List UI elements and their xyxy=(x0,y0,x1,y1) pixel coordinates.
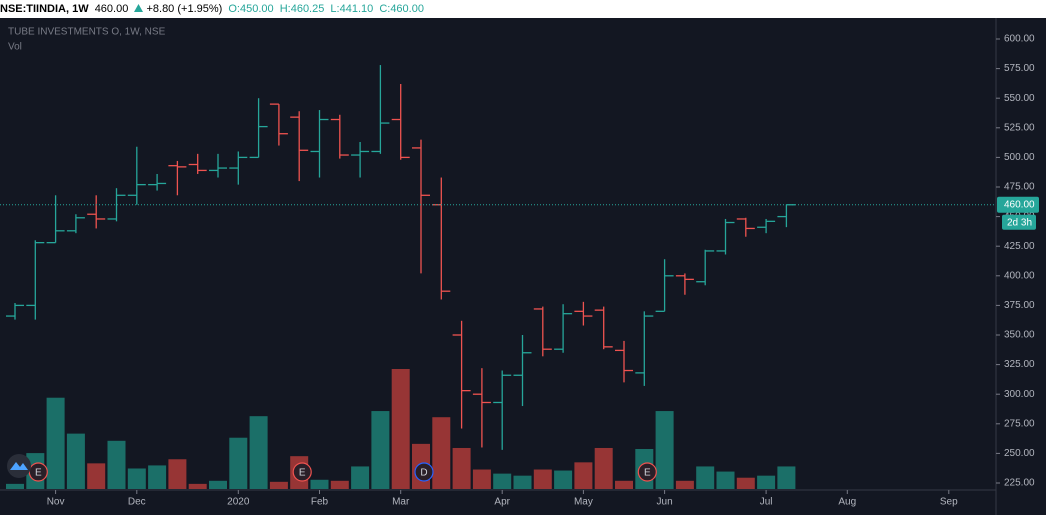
up-icon xyxy=(134,4,144,12)
volume-label: Vol xyxy=(8,42,22,53)
volume-bar xyxy=(554,470,573,489)
y-tick-label: 225.00 xyxy=(1004,478,1035,489)
header: NSE:TIINDIA, 1W 460.00 +8.80 (+1.95%) O:… xyxy=(0,0,1046,18)
volume-bar xyxy=(107,440,126,489)
event-marker xyxy=(414,462,434,482)
volume-bar xyxy=(493,473,512,489)
y-tick-label: 375.00 xyxy=(1004,300,1035,311)
x-tick-label: Sep xyxy=(940,497,958,508)
y-tick-label: 550.00 xyxy=(1004,93,1035,104)
event-label: E xyxy=(644,468,651,479)
volume-bar xyxy=(188,483,207,489)
low: L:441.10 xyxy=(330,3,374,15)
x-tick-label: May xyxy=(574,497,593,508)
volume-bar xyxy=(46,397,65,489)
volume-bar xyxy=(513,475,532,489)
y-tick-label: 325.00 xyxy=(1004,359,1035,370)
volume-bar xyxy=(127,468,146,489)
volume-bar xyxy=(351,466,370,489)
volume-bar xyxy=(574,462,593,489)
volume-bar xyxy=(757,475,776,489)
volume-bar xyxy=(391,369,410,489)
volume-bar xyxy=(371,411,390,489)
x-tick-label: Jul xyxy=(760,497,773,508)
event-marker xyxy=(292,462,312,482)
volume-bar xyxy=(594,447,613,489)
countdown-label: 2d 3h xyxy=(1007,217,1032,228)
volume-bar xyxy=(716,471,735,489)
countdown-tag xyxy=(1002,214,1036,230)
volume-bar xyxy=(472,469,491,489)
volume-bar xyxy=(675,480,694,489)
volume-bar xyxy=(6,483,24,489)
volume-bar xyxy=(330,480,349,489)
last-price: 460.00 xyxy=(94,3,129,15)
high: H:460.25 xyxy=(279,3,325,15)
volume-bar xyxy=(432,417,451,489)
x-tick-label: Aug xyxy=(838,497,856,508)
volume-bar xyxy=(148,465,167,489)
change: +8.80 (+1.95%) xyxy=(146,3,223,15)
volume-bar xyxy=(533,469,552,489)
x-tick-label: Nov xyxy=(47,497,65,508)
x-tick-label: Feb xyxy=(311,497,329,508)
x-tick-label: Dec xyxy=(128,497,146,508)
volume-bar xyxy=(310,479,329,489)
y-tick-label: 425.00 xyxy=(1004,241,1035,252)
volume-bar xyxy=(452,447,471,489)
volume-bar xyxy=(655,411,674,489)
y-tick-label: 250.00 xyxy=(1004,448,1035,459)
volume-bar xyxy=(777,466,796,489)
event-label: E xyxy=(35,468,42,479)
price-tag-label: 460.00 xyxy=(1004,199,1035,210)
y-tick-label: 350.00 xyxy=(1004,330,1035,341)
x-tick-label: Apr xyxy=(494,497,510,508)
event-label: E xyxy=(299,468,306,479)
price-tag xyxy=(997,196,1039,213)
open: O:450.00 xyxy=(228,3,274,15)
y-tick-label: 475.00 xyxy=(1004,182,1035,193)
y-tick-label: 500.00 xyxy=(1004,152,1035,163)
symbol: NSE:TIINDIA, 1W xyxy=(0,3,89,15)
close: C:460.00 xyxy=(379,3,424,15)
x-tick-label: 2020 xyxy=(227,497,250,508)
y-tick-label: 525.00 xyxy=(1004,122,1035,133)
y-tick-label: 400.00 xyxy=(1004,270,1035,281)
volume-bar xyxy=(87,463,106,489)
y-tick-label: 275.00 xyxy=(1004,418,1035,429)
volume-bar xyxy=(736,477,755,489)
chart-title: TUBE INVESTMENTS O, 1W, NSE xyxy=(8,27,166,38)
y-tick-label: 600.00 xyxy=(1004,34,1035,45)
chart: TUBE INVESTMENTS O, 1W, NSE Vol 225.00 25… xyxy=(0,18,1039,515)
volume-bar xyxy=(269,481,288,489)
volume-bar xyxy=(66,433,85,489)
volume-bar xyxy=(229,437,248,489)
y-tick-label: 300.00 xyxy=(1004,389,1035,400)
logo-icon xyxy=(10,462,28,470)
event-label: D xyxy=(420,468,427,479)
event-marker xyxy=(637,462,657,482)
volume-bar xyxy=(168,459,187,489)
volume-bar xyxy=(209,480,227,489)
volume-bar xyxy=(249,416,268,489)
volume-bar xyxy=(615,480,633,489)
volume-bar xyxy=(696,466,715,489)
y-tick-label: 575.00 xyxy=(1004,63,1035,74)
x-tick-label: Jun xyxy=(657,497,673,508)
x-tick-label: Mar xyxy=(392,497,410,508)
